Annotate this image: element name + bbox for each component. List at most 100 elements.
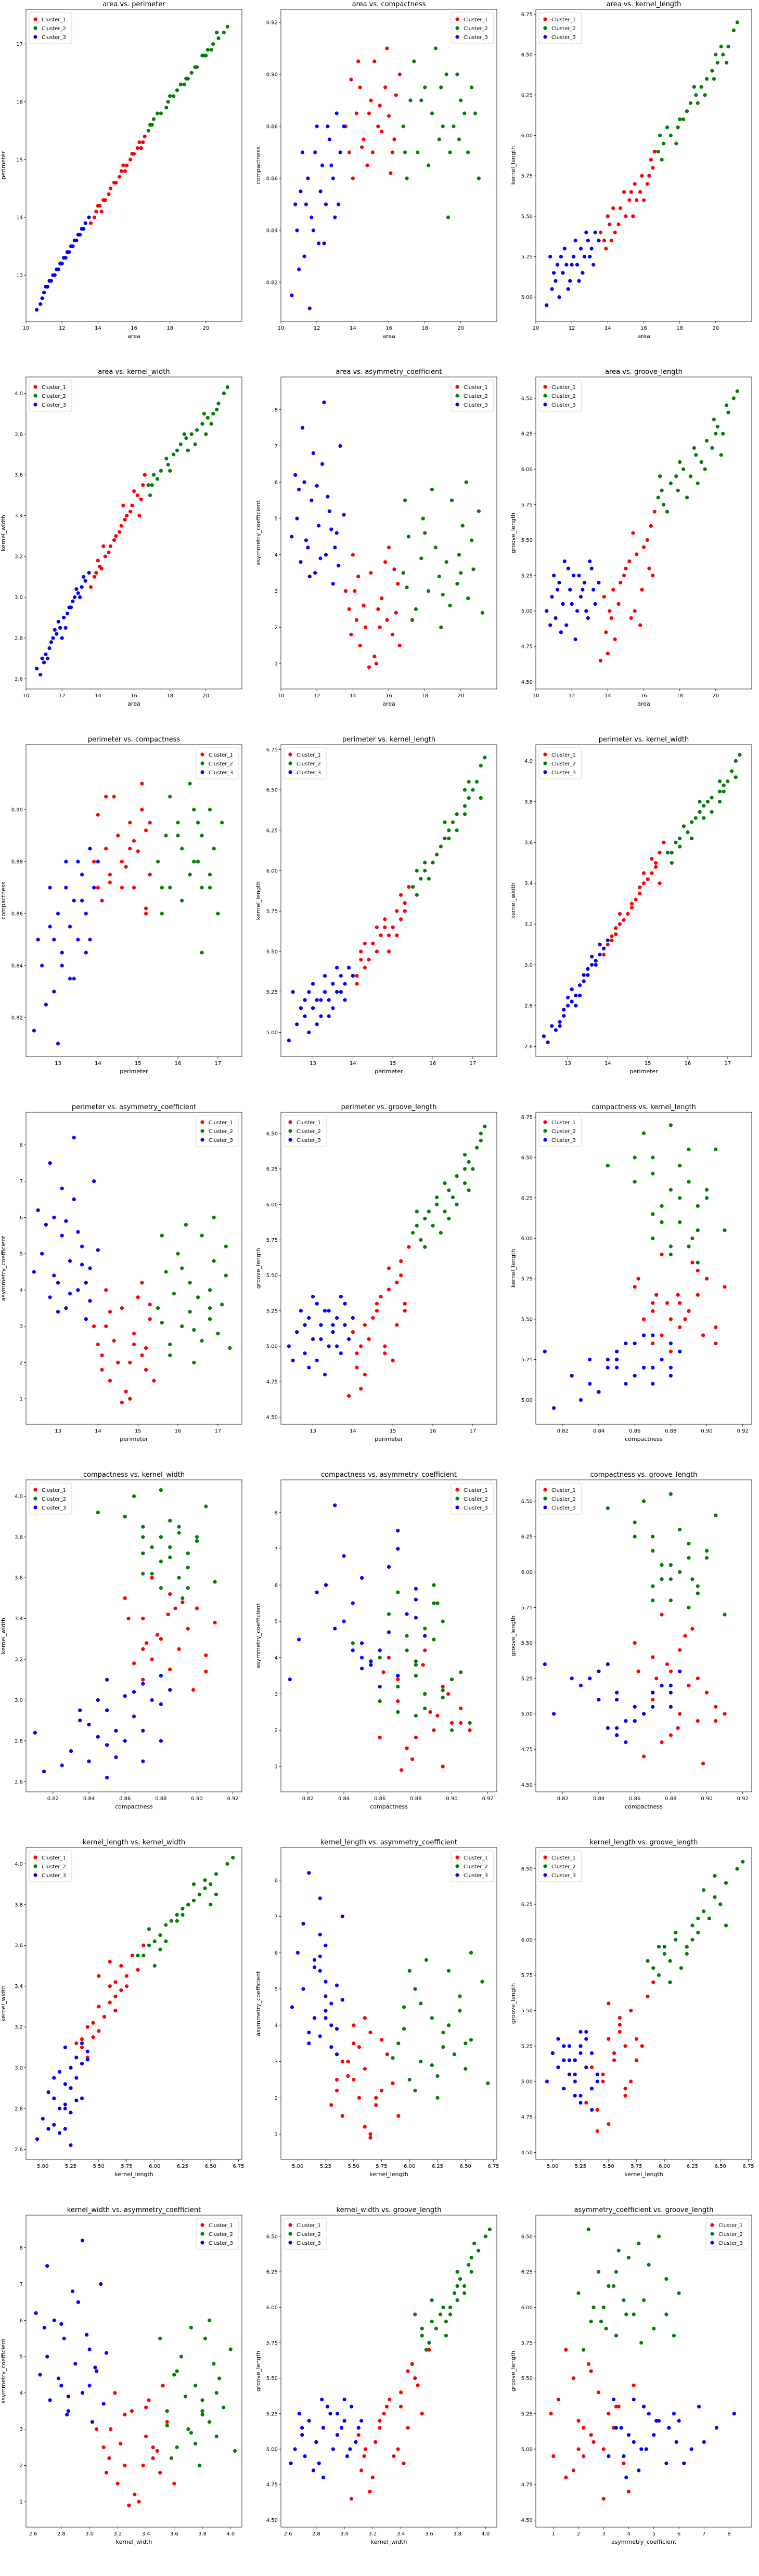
- data-point: [411, 1231, 415, 1235]
- data-point: [469, 2270, 473, 2274]
- data-point: [629, 2079, 633, 2084]
- chart-title: area vs. kernel_width: [98, 368, 170, 376]
- data-point: [116, 834, 120, 838]
- data-point: [627, 559, 632, 564]
- data-point: [177, 1525, 181, 1529]
- data-point: [714, 1325, 718, 1330]
- data-point: [318, 189, 323, 193]
- data-point: [119, 2441, 123, 2446]
- data-point: [93, 2365, 97, 2370]
- data-point: [326, 495, 330, 499]
- data-point: [97, 2005, 101, 2009]
- data-point: [80, 2096, 84, 2100]
- data-point: [195, 428, 199, 432]
- data-point: [72, 1136, 76, 1140]
- legend-label: Cluster_3: [464, 1873, 488, 1879]
- data-point: [399, 1273, 403, 1278]
- data-point: [343, 1302, 347, 1306]
- legend-label: Cluster_1: [551, 1120, 576, 1126]
- data-point: [595, 2079, 599, 2084]
- data-point: [606, 652, 610, 656]
- data-point: [690, 1627, 694, 1631]
- x-axis-label: perimeter: [120, 1436, 148, 1442]
- chart-title: area vs. kernel_length: [607, 1, 681, 8]
- data-point: [147, 1943, 151, 1947]
- legend-marker: [33, 402, 37, 407]
- data-point: [34, 2311, 38, 2315]
- data-point: [714, 1705, 718, 1709]
- data-point: [598, 953, 602, 957]
- data-point: [303, 1351, 307, 1356]
- data-point: [172, 94, 176, 98]
- x-axis-label: kernel_length: [114, 2171, 153, 2178]
- data-point: [629, 190, 633, 194]
- data-point: [175, 448, 179, 452]
- data-point: [335, 1316, 339, 1320]
- data-point: [317, 524, 321, 528]
- data-point: [581, 271, 585, 275]
- data-point: [614, 2426, 618, 2430]
- data-point: [677, 2418, 681, 2423]
- data-point: [317, 2461, 321, 2465]
- chart-panel: compactness vs. asymmetry_coefficient0.8…: [255, 1471, 497, 1810]
- data-point: [188, 782, 192, 786]
- data-point: [327, 1344, 331, 1348]
- data-point: [557, 295, 561, 300]
- data-point: [315, 1358, 319, 1362]
- x-tick-label: 6.25: [687, 2164, 698, 2169]
- data-point: [321, 2426, 326, 2430]
- y-axis-label: asymmetry_coefficient: [255, 1971, 262, 2036]
- data-point: [403, 1302, 407, 1306]
- x-tick-label: 14: [95, 1428, 101, 1434]
- data-point: [209, 48, 213, 52]
- y-tick-label: 5.75: [266, 2340, 278, 2346]
- data-point: [423, 85, 427, 89]
- data-point: [168, 1688, 172, 1692]
- y-tick-label: 6.25: [521, 432, 533, 437]
- plot-area: [535, 1112, 752, 1425]
- x-tick-label: 3: [602, 2531, 605, 2537]
- data-point: [359, 2418, 364, 2423]
- data-point: [615, 1726, 619, 1730]
- data-point: [577, 983, 582, 987]
- x-axis-label: kernel_length: [369, 2171, 408, 2178]
- data-point: [359, 2468, 364, 2473]
- data-point: [647, 2262, 651, 2267]
- data-point: [735, 389, 739, 393]
- data-point: [307, 1030, 311, 1034]
- legend-marker: [455, 394, 459, 398]
- data-point: [668, 1563, 673, 1567]
- x-tick-label: 5.75: [631, 2164, 642, 2169]
- legend-box: [29, 12, 72, 44]
- data-point: [651, 1309, 655, 1313]
- x-tick-label: 6: [677, 2531, 680, 2537]
- data-point: [295, 228, 299, 232]
- data-point: [397, 72, 402, 76]
- data-point: [589, 2051, 594, 2055]
- legend-marker: [33, 1505, 37, 1510]
- data-point: [358, 85, 362, 89]
- data-point: [652, 2326, 656, 2331]
- legend-box: [451, 12, 494, 44]
- data-point: [128, 821, 132, 825]
- data-point: [123, 2413, 127, 2417]
- plot-area: [280, 2215, 497, 2528]
- data-point: [108, 873, 112, 877]
- data-point: [618, 206, 623, 210]
- data-point: [606, 1662, 610, 1667]
- data-point: [311, 1006, 315, 1010]
- data-point: [331, 982, 335, 986]
- data-point: [33, 1731, 37, 1735]
- data-point: [74, 2041, 79, 2046]
- data-point: [678, 1712, 682, 1716]
- data-point: [403, 150, 407, 154]
- data-point: [597, 1390, 601, 1394]
- data-point: [549, 2412, 553, 2416]
- data-point: [710, 796, 714, 800]
- data-point: [350, 2496, 354, 2501]
- y-tick-label: 6.25: [521, 1534, 533, 1540]
- data-point: [690, 820, 694, 824]
- data-point: [633, 1534, 637, 1539]
- data-point: [222, 391, 226, 396]
